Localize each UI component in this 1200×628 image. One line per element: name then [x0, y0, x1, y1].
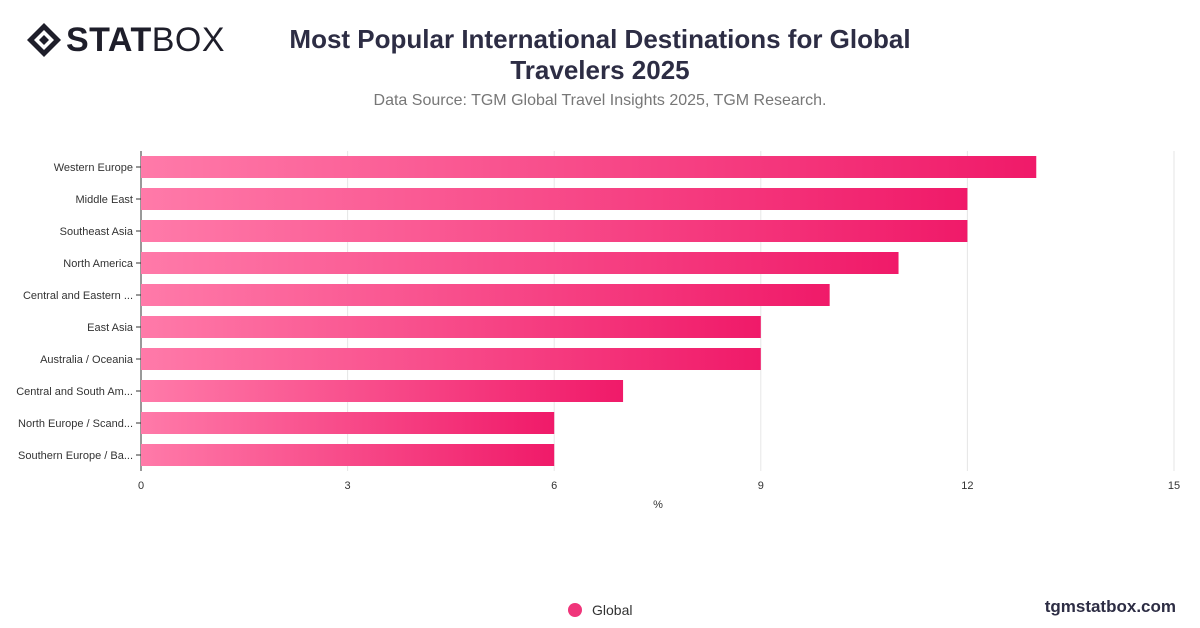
x-tick-label: 0: [138, 480, 144, 492]
bar: [141, 188, 968, 210]
category-label: Southern Europe / Ba...: [18, 450, 133, 462]
bar: [141, 412, 555, 434]
legend-swatch: [568, 603, 582, 617]
x-tick-label: 15: [1168, 480, 1180, 492]
x-axis-label: %: [653, 499, 663, 511]
bar: [141, 316, 761, 338]
x-tick-label: 3: [345, 480, 351, 492]
bar: [141, 380, 624, 402]
x-tick-label: 6: [551, 480, 557, 492]
category-label: Australia / Oceania: [40, 354, 134, 366]
category-label: East Asia: [87, 322, 134, 334]
category-label: Middle East: [76, 194, 133, 206]
bar: [141, 220, 968, 242]
x-tick-label: 9: [758, 480, 764, 492]
category-label: Southeast Asia: [60, 226, 134, 238]
diamond-logo-icon: [27, 23, 61, 57]
bar: [141, 444, 555, 466]
logo-wordmark: STATBOX: [66, 22, 225, 58]
statbox-logo: STATBOX: [26, 22, 225, 58]
legend[interactable]: Global: [568, 602, 632, 618]
category-label: North Europe / Scand...: [18, 418, 133, 430]
chart-title: Most Popular International Destinations …: [289, 24, 911, 85]
category-label: North America: [63, 258, 134, 270]
category-label: Western Europe: [54, 162, 133, 174]
logo-text-light: BOX: [151, 21, 226, 59]
bar: [141, 156, 1037, 178]
logo-text-bold: STAT: [66, 21, 152, 59]
x-tick-label: 12: [961, 480, 973, 492]
site-url: tgmstatbox.com: [1044, 597, 1176, 616]
bar: [141, 284, 830, 306]
legend-label: Global: [592, 602, 633, 618]
bar: [141, 348, 761, 370]
bar: [141, 252, 899, 274]
chart-subtitle: Data Source: TGM Global Travel Insights …: [373, 92, 827, 109]
category-label: Central and South Am...: [16, 386, 133, 398]
category-label: Central and Eastern ...: [23, 290, 133, 302]
